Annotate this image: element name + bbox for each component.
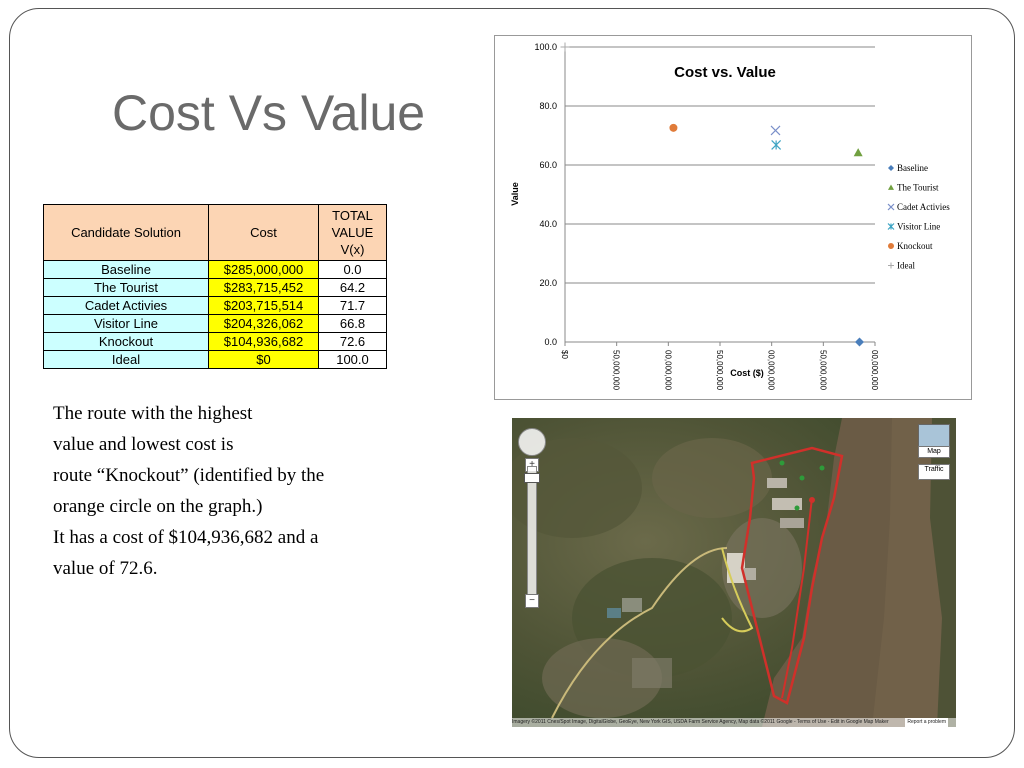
row-name: Ideal xyxy=(43,350,209,369)
row-name: Knockout xyxy=(43,332,209,351)
y-axis-label: Value xyxy=(510,182,520,206)
table-row: Visitor Line $204,326,062 66.8 xyxy=(43,314,387,333)
summary-line: value of 72.6. xyxy=(53,558,158,579)
table-row: Cadet Activies $203,715,514 71.7 xyxy=(43,296,387,315)
summary-text: The route with the highest value and low… xyxy=(53,398,413,584)
table-row: Knockout $104,936,682 72.6 xyxy=(43,332,387,351)
data-point-ideal xyxy=(560,42,570,52)
legend-marker xyxy=(887,223,895,230)
chart-canvas: 0.0 20.0 40.0 60.0 80.0 100.0 $0 50,000,000 00,0… xyxy=(510,42,950,391)
slide-title: Cost Vs Value xyxy=(112,85,426,141)
map-attribution: Imagery ©2011 Cnes/Spot Image, DigitalGl… xyxy=(512,718,956,727)
legend-marker xyxy=(888,262,894,269)
summary-line: The route with the highest xyxy=(53,403,253,424)
chart-title: Cost vs. Value xyxy=(674,64,776,81)
legend-marker xyxy=(887,203,895,211)
summary-line: orange circle on the graph.) xyxy=(53,496,263,517)
x-tick-label: 50,000,000 xyxy=(715,350,724,391)
row-name: Cadet Activies xyxy=(43,296,209,315)
row-cost: $285,000,000 xyxy=(208,260,319,279)
x-tick-label: 50,000,000 xyxy=(818,350,827,391)
map-imagery xyxy=(512,418,956,727)
row-name: Visitor Line xyxy=(43,314,209,333)
data-point-cadet-activies xyxy=(770,125,781,136)
header-total-value: TOTAL VALUE V(x) xyxy=(318,204,387,261)
row-cost: $204,326,062 xyxy=(208,314,319,333)
zoom-slider-handle[interactable] xyxy=(524,473,540,483)
row-value: 100.0 xyxy=(318,350,387,369)
row-value: 66.8 xyxy=(318,314,387,333)
x-tick-label: $0 xyxy=(560,350,569,359)
table-header-row: Candidate Solution Cost TOTAL VALUE V(x) xyxy=(43,204,387,261)
x-tick-label: 00,000,000 xyxy=(663,350,672,391)
y-tick-label: 60.0 xyxy=(539,160,557,170)
x-tick-label: 50,000,000 xyxy=(612,350,621,391)
zoom-out-button[interactable]: − xyxy=(525,594,539,608)
row-name: Baseline xyxy=(43,260,209,279)
y-tick-label: 80.0 xyxy=(539,101,557,111)
y-tick-label: 100.0 xyxy=(534,42,557,52)
row-cost: $283,715,452 xyxy=(208,278,319,297)
x-tick-label: 00,000,000 xyxy=(767,350,776,391)
x-tick-label: 00,000,000 xyxy=(870,350,879,391)
row-value: 64.2 xyxy=(318,278,387,297)
data-point-visitor-line xyxy=(771,140,782,150)
row-cost: $104,936,682 xyxy=(208,332,319,351)
y-tick-label: 20.0 xyxy=(539,278,557,288)
legend-marker xyxy=(888,243,894,249)
row-cost: $203,715,514 xyxy=(208,296,319,315)
summary-line: route “Knockout” (identified by the xyxy=(53,465,325,486)
data-point-baseline xyxy=(855,337,864,347)
row-value: 71.7 xyxy=(318,296,387,315)
pan-control[interactable] xyxy=(518,428,546,456)
summary-line: It has a cost of $104,936,682 and a xyxy=(53,527,319,548)
zoom-slider-track[interactable] xyxy=(527,466,537,596)
header-candidate: Candidate Solution xyxy=(43,204,209,261)
y-tick-label: 0.0 xyxy=(544,337,557,347)
row-name: The Tourist xyxy=(43,278,209,297)
y-tick-label: 40.0 xyxy=(539,219,557,229)
legend-label: Ideal xyxy=(897,261,915,271)
legend-label: Knockout xyxy=(897,241,933,251)
data-point-the-tourist xyxy=(853,148,863,157)
table-row: Baseline $285,000,000 0.0 xyxy=(43,260,387,279)
scatter-chart: 0.0 20.0 40.0 60.0 80.0 100.0 $0 50,000,000 00,0… xyxy=(494,35,972,400)
report-problem-link[interactable]: Report a problem xyxy=(905,718,948,727)
legend-label: Visitor Line xyxy=(897,222,940,232)
row-cost: $0 xyxy=(208,350,319,369)
summary-line: value and lowest cost is xyxy=(53,434,234,455)
traffic-button[interactable]: Traffic xyxy=(918,464,950,480)
legend-label: Baseline xyxy=(897,163,928,173)
row-value: 72.6 xyxy=(318,332,387,351)
table-row: Ideal $0 100.0 xyxy=(43,350,387,369)
legend-label: Cadet Activies xyxy=(897,202,950,212)
legend-label: The Tourist xyxy=(897,183,939,193)
attribution-text: Imagery ©2011 Cnes/Spot Image, DigitalGl… xyxy=(512,719,889,725)
satellite-map[interactable]: + − Map Traffic Imagery ©2011 Cnes/Spot … xyxy=(512,418,956,727)
x-axis-label: Cost ($) xyxy=(730,368,764,378)
header-cost: Cost xyxy=(208,204,319,261)
table-row: The Tourist $283,715,452 64.2 xyxy=(43,278,387,297)
legend-marker xyxy=(888,165,894,171)
legend-marker xyxy=(888,184,894,190)
row-value: 0.0 xyxy=(318,260,387,279)
map-type-button[interactable]: Map xyxy=(918,446,950,458)
data-point-knockout xyxy=(669,123,678,132)
cost-value-table: Candidate Solution Cost TOTAL VALUE V(x) B… xyxy=(43,204,387,369)
